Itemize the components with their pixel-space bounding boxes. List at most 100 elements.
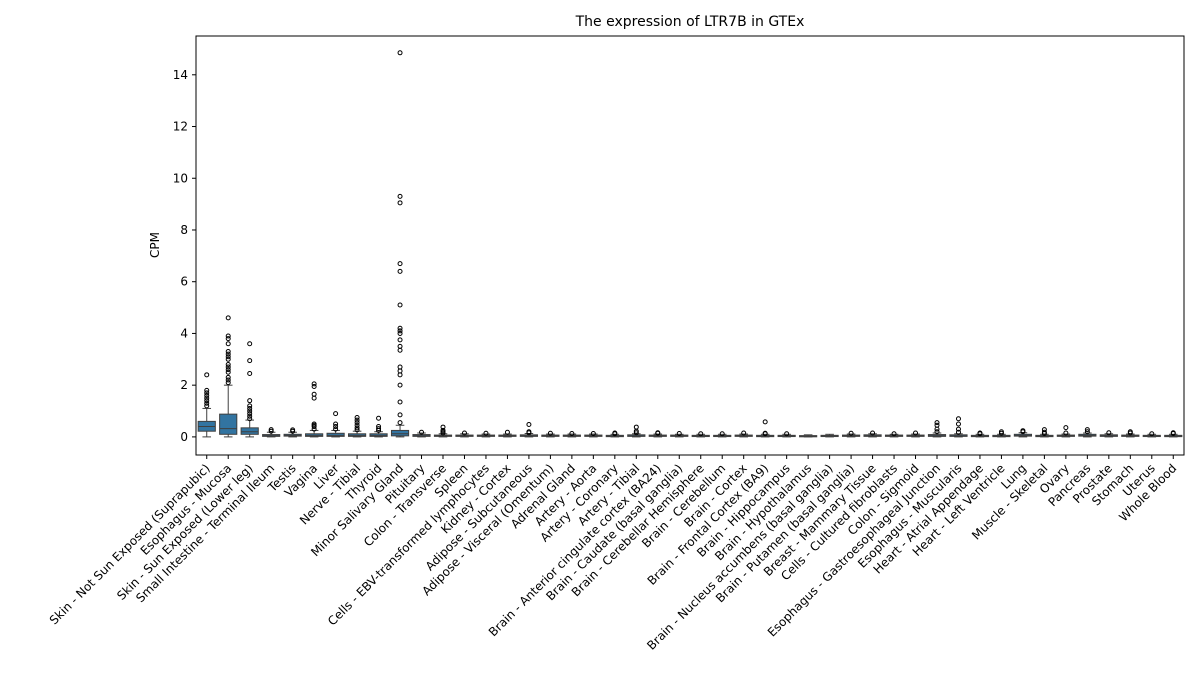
outlier-point — [225, 380, 231, 386]
outlier-point — [397, 328, 403, 334]
outlier-point — [397, 382, 403, 388]
outlier-point — [311, 383, 317, 389]
outlier-point — [1084, 427, 1090, 433]
outlier-point — [934, 429, 940, 435]
outlier-point — [397, 302, 403, 308]
outlier-point — [376, 424, 382, 430]
outlier-point — [225, 341, 231, 347]
outlier-point — [590, 431, 596, 437]
outlier-point — [1041, 427, 1047, 433]
outlier-point — [376, 426, 382, 432]
outlier-point — [504, 429, 510, 435]
box-group — [219, 315, 238, 438]
box-group — [820, 433, 839, 438]
outlier-point — [698, 431, 704, 437]
outlier-point — [934, 422, 940, 428]
outlier-point — [247, 411, 253, 417]
outlier-point — [955, 421, 961, 427]
box-group — [841, 430, 861, 438]
box-group — [691, 431, 710, 438]
outlier-point — [225, 364, 231, 370]
y-axis-label: CPM — [148, 232, 162, 258]
outlier-point — [1063, 425, 1069, 431]
outlier-point — [655, 430, 661, 436]
box-group — [326, 411, 345, 438]
box-group — [949, 416, 968, 438]
box-group — [627, 424, 646, 438]
outlier-point — [225, 374, 231, 380]
outlier-point — [1106, 430, 1112, 436]
outlier-point — [225, 369, 231, 375]
outlier-point — [440, 424, 446, 430]
outlier-point — [1127, 429, 1133, 435]
outlier-point — [870, 430, 876, 436]
box — [326, 432, 345, 437]
y-tick-label: 0 — [180, 430, 188, 444]
outlier-point — [354, 420, 360, 426]
outlier-point — [311, 381, 317, 387]
outlier-point — [397, 193, 403, 199]
outlier-point — [204, 387, 210, 393]
outlier-point — [225, 377, 231, 383]
y-tick-label: 10 — [173, 171, 188, 185]
outlier-point — [225, 349, 231, 355]
outlier-point — [247, 416, 253, 422]
outlier-point — [204, 398, 210, 404]
outlier-point — [225, 333, 231, 339]
outlier-point — [633, 424, 639, 430]
outlier-point — [311, 391, 317, 397]
outlier-point — [397, 399, 403, 405]
outlier-point — [998, 429, 1004, 435]
outlier-point — [247, 358, 253, 364]
y-tick-label: 4 — [180, 326, 188, 340]
outlier-point — [1041, 429, 1047, 435]
outlier-point — [333, 426, 339, 432]
box-group — [1056, 425, 1075, 438]
outlier-point — [676, 431, 682, 437]
outlier-point — [204, 395, 210, 401]
outlier-point — [955, 429, 961, 435]
y-tick-label: 12 — [173, 120, 188, 134]
outlier-point — [204, 372, 210, 378]
outlier-point — [397, 330, 403, 336]
box-group — [412, 429, 431, 438]
box-group — [970, 430, 990, 438]
outlier-point — [526, 429, 532, 435]
box-group — [498, 429, 517, 438]
outlier-point — [397, 325, 403, 331]
outlier-point — [354, 425, 360, 431]
outlier-point — [225, 367, 231, 373]
outlier-point — [1063, 430, 1069, 436]
box — [390, 429, 410, 437]
box-group — [1013, 428, 1033, 438]
outlier-point — [1149, 431, 1155, 437]
outlier-point — [354, 427, 360, 433]
outlier-point — [397, 261, 403, 267]
outlier-point — [913, 430, 919, 436]
box-group — [519, 421, 539, 438]
outlier-point — [397, 364, 403, 370]
outlier-point — [354, 422, 360, 428]
outlier-point — [977, 430, 983, 436]
outlier-point — [397, 343, 403, 349]
box-group — [433, 424, 453, 438]
box-group — [1078, 427, 1097, 438]
outlier-point — [397, 200, 403, 206]
y-tick-label: 8 — [180, 223, 188, 237]
box-group — [1099, 430, 1118, 438]
box-group — [476, 430, 496, 438]
box-group — [670, 431, 689, 438]
outlier-point — [354, 414, 360, 420]
outlier-point — [225, 354, 231, 360]
box-group — [541, 430, 560, 438]
outlier-point — [1084, 429, 1090, 435]
x-axis: Skin - Not Sun Exposed (Suprapubic)Esoph… — [47, 455, 1179, 653]
box-group — [799, 434, 818, 438]
box-group — [1142, 431, 1161, 438]
outlier-point — [461, 430, 467, 436]
y-tick-label: 14 — [173, 68, 188, 82]
box-group — [197, 372, 216, 438]
outlier-point — [934, 420, 940, 426]
outlier-point — [719, 431, 725, 437]
